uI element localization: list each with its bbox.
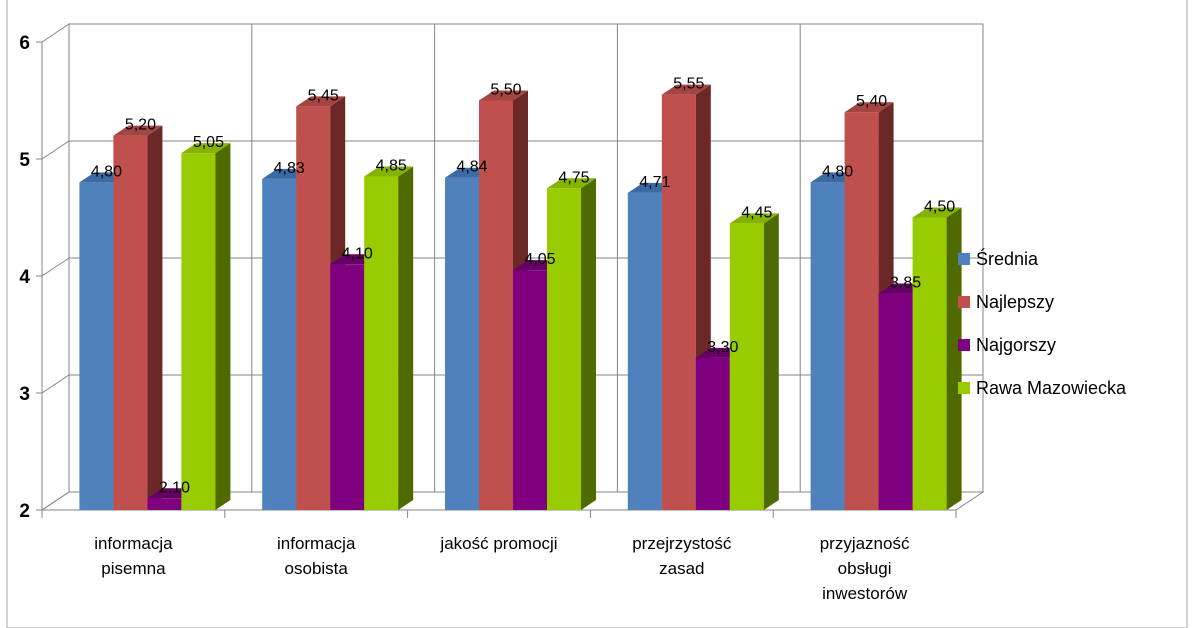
chart-border <box>6 0 1188 628</box>
data-label: 5,55 <box>673 76 704 93</box>
bar-side <box>763 213 779 510</box>
data-label: 4,80 <box>822 163 853 180</box>
data-label: 2,10 <box>159 479 190 496</box>
x-category-label: pisemna <box>101 559 166 578</box>
bar-front <box>661 94 696 511</box>
data-label: 5,40 <box>856 93 887 110</box>
x-category-label: informacja <box>277 534 356 553</box>
back-wall-border <box>69 23 984 492</box>
bar-front <box>479 100 513 510</box>
bar-top <box>296 96 346 107</box>
y-tick-label: 6 <box>19 33 30 54</box>
bar-side <box>581 178 596 510</box>
data-label: 3,30 <box>707 339 738 356</box>
bar-side <box>398 166 414 511</box>
data-label: 4,84 <box>456 159 487 176</box>
y-tick-label: 2 <box>19 501 30 522</box>
data-label: 4,10 <box>342 245 373 262</box>
bar-front <box>262 178 297 510</box>
bar-top <box>181 143 231 154</box>
data-label: 5,20 <box>125 117 156 134</box>
data-label: 5,05 <box>193 134 224 151</box>
legend-swatch <box>958 296 970 308</box>
data-label: 4,75 <box>558 169 589 186</box>
bar-side <box>946 207 962 510</box>
x-category-label: inwestorów <box>822 584 908 603</box>
bar-top <box>364 166 414 177</box>
data-label: 5,50 <box>490 82 521 99</box>
bar-front <box>912 217 947 510</box>
data-label: 3,85 <box>890 275 921 292</box>
bar-front <box>729 223 764 510</box>
bar-top <box>729 213 779 224</box>
bar-top <box>844 102 894 113</box>
bar-front <box>878 293 913 510</box>
legend-label: Najlepszy <box>976 292 1054 312</box>
legend: Średnia Najlepszy Najgorszy Rawa Mazowiecka <box>958 248 1127 398</box>
bar-front <box>445 177 479 510</box>
x-category-label: przyjazność <box>820 534 910 553</box>
x-category-label: przejrzystość <box>632 534 732 553</box>
bar-front <box>296 106 331 510</box>
bar-top <box>661 84 711 95</box>
legend-swatch <box>958 339 970 351</box>
x-category-label: jakość promocji <box>439 534 557 553</box>
data-label: 4,80 <box>91 163 122 180</box>
data-label: 5,45 <box>308 87 339 104</box>
bar-front <box>364 176 399 511</box>
legend-swatch <box>958 382 970 394</box>
data-label: 4,71 <box>639 174 670 191</box>
bar-front <box>330 264 365 510</box>
bar-front <box>844 112 879 510</box>
legend-label: Najgorszy <box>976 335 1056 355</box>
bar-side <box>215 143 231 510</box>
bar-top <box>547 178 596 189</box>
x-category-label: osobista <box>285 559 349 578</box>
legend-swatch <box>958 253 970 265</box>
bar-front <box>113 135 148 510</box>
y-axis: 2 3 4 5 6 <box>19 33 43 522</box>
bar-top <box>113 125 163 136</box>
data-label: 4,83 <box>274 160 305 177</box>
bars <box>79 84 962 511</box>
bar-front <box>810 182 845 510</box>
x-category-label: informacja <box>94 534 173 553</box>
y-tick-label: 5 <box>19 150 30 171</box>
bar-front <box>79 182 114 510</box>
y-tick-label: 4 <box>19 267 30 288</box>
legend-label: Średnia <box>976 248 1039 269</box>
data-label: 4,85 <box>376 158 407 175</box>
bar-front <box>627 192 662 510</box>
bar-front <box>513 270 547 510</box>
x-axis: informacja pisemna informacja osobista jakoś… <box>41 510 957 603</box>
legend-label: Rawa Mazowiecka <box>976 378 1127 398</box>
bar-front <box>147 498 182 510</box>
bar-front <box>181 153 216 510</box>
x-category-label: zasad <box>659 559 704 578</box>
bar-side <box>147 125 163 510</box>
bar-front <box>547 188 581 510</box>
y-tick-label: 3 <box>19 384 30 405</box>
bar-top <box>912 207 962 218</box>
bar-front <box>695 357 730 510</box>
bar-top <box>479 90 528 101</box>
data-labels: 4,80 4,83 4,84 4,71 4,80 5,20 5,45 5,50 5,55 5,40… <box>91 76 955 497</box>
x-category-label: obsługi <box>838 559 892 578</box>
data-label: 4,45 <box>741 204 772 221</box>
data-label: 4,50 <box>924 199 955 216</box>
data-label: 4,05 <box>524 251 555 268</box>
